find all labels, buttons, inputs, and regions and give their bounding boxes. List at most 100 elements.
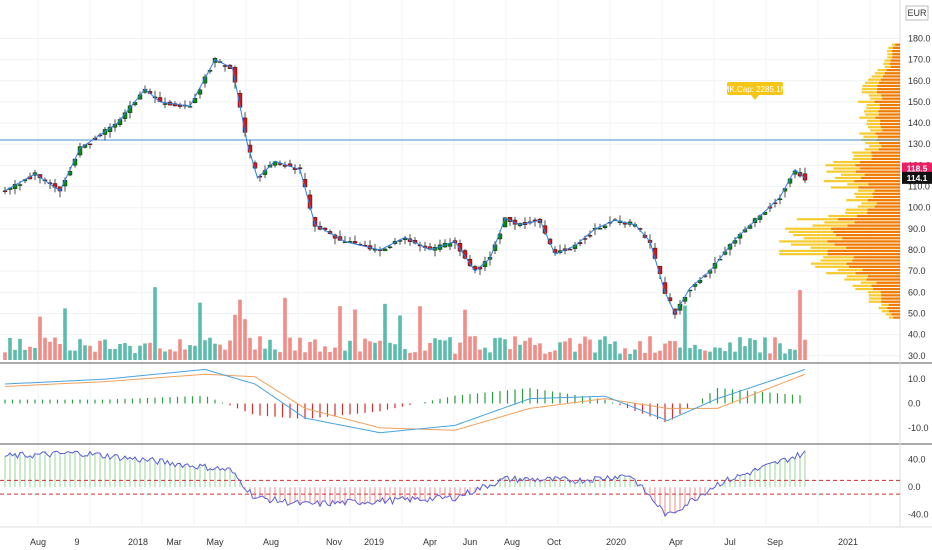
candle-up <box>77 146 83 156</box>
volume-bar <box>673 341 677 360</box>
volume-profile-bar <box>846 262 900 265</box>
candles <box>2 57 808 319</box>
volume-profile-bar <box>881 94 900 97</box>
volume-bar <box>423 350 427 360</box>
oscillator-axis-label: -40.0 <box>908 510 929 520</box>
volume-bar <box>8 337 12 360</box>
volume-bar <box>308 342 312 360</box>
volume-bar <box>748 338 752 360</box>
volume-bar <box>53 337 57 360</box>
volume-profile-bar <box>877 84 900 88</box>
volume-bar <box>93 351 97 360</box>
volume-bar <box>653 352 657 360</box>
volume-bar <box>493 337 497 360</box>
volume-bar <box>763 337 767 360</box>
volume-bar <box>768 353 772 360</box>
volume-bar <box>388 342 392 360</box>
annotation-pointer <box>751 95 759 100</box>
candle-down <box>467 258 473 267</box>
volume-bar <box>773 337 777 360</box>
time-axis-label: 2018 <box>128 537 148 547</box>
volume-profile-bar <box>855 272 900 275</box>
volume-bar <box>508 349 512 360</box>
volume-bar <box>738 337 742 360</box>
time-axis-label: Oct <box>547 537 562 547</box>
macd-histogram <box>4 387 801 423</box>
candle-down <box>552 249 558 253</box>
volume-bar <box>233 314 237 360</box>
price-axis-label: 140.0 <box>908 118 931 128</box>
candle-up <box>207 69 213 72</box>
volume-profile-bar <box>888 303 900 306</box>
volume-bar <box>368 341 372 360</box>
volume-profile-bar <box>887 306 900 310</box>
volume-bar <box>98 340 102 360</box>
volume-bar <box>533 344 537 360</box>
volume-profile-bar <box>892 53 900 56</box>
volume-bar <box>58 344 62 360</box>
volume-profile-bar <box>890 59 900 62</box>
volume-profile-bar <box>855 164 900 167</box>
volume-bar <box>383 303 387 360</box>
volume-profile-bar <box>879 141 900 145</box>
volume-bar <box>203 340 207 360</box>
price-badge <box>902 162 932 175</box>
volume-bar <box>628 353 632 360</box>
volume-bar <box>788 349 792 360</box>
volume-bar <box>268 339 272 360</box>
candle-down <box>462 250 468 259</box>
volume-bar <box>608 344 612 360</box>
candle-up <box>597 228 603 230</box>
candle-down <box>87 143 93 146</box>
volume-bar <box>78 339 82 360</box>
volume-bar <box>783 353 787 360</box>
volume-profile-bar <box>854 180 900 183</box>
volume-bar <box>623 348 627 360</box>
volume-bar <box>708 351 712 360</box>
currency-box[interactable] <box>905 5 929 21</box>
volume-profile-bar <box>868 275 900 278</box>
volume-bar <box>523 340 527 360</box>
volume-bar <box>543 353 547 360</box>
volume-profile-bar <box>881 294 900 297</box>
volume-bar <box>643 352 647 360</box>
volume-bar <box>88 345 92 360</box>
volume-bar <box>688 348 692 360</box>
volume-bar <box>483 347 487 360</box>
volume-profile-bar <box>874 189 900 192</box>
volume-profile-bar <box>827 240 900 243</box>
volume-profile-bar <box>878 135 900 138</box>
volume-profile-bar <box>872 192 900 195</box>
volume-bar <box>403 349 407 360</box>
volume-bar <box>163 351 167 360</box>
price-axis-label: 40.0 <box>908 330 926 340</box>
volume-bar <box>138 345 142 360</box>
volume-profile-bar <box>880 291 900 294</box>
volume-bar <box>438 339 442 360</box>
price-axis-label: 100.0 <box>908 203 931 213</box>
volume-bar <box>278 352 282 360</box>
candle-down <box>662 282 668 294</box>
volume-bar <box>678 347 682 360</box>
volume-profile-bar <box>879 107 900 110</box>
volume-bar <box>778 343 782 360</box>
volume-bar <box>443 340 447 360</box>
volume-profile-bar <box>833 230 900 234</box>
volume-profile-bar <box>857 214 900 218</box>
volume-bar <box>238 299 242 360</box>
volume-bar <box>323 346 327 360</box>
volume-profile-bar <box>852 259 900 262</box>
volume-profile-bar <box>892 46 900 49</box>
volume-bar <box>48 341 52 360</box>
volume-bar <box>318 351 322 360</box>
volume-profile-bar <box>873 287 900 291</box>
volume-profile-bar <box>871 151 900 154</box>
volume-bar <box>753 339 757 360</box>
volume-bar <box>63 308 67 360</box>
price-axis-label: 60.0 <box>908 287 926 297</box>
volume-bar <box>188 345 192 360</box>
volume-bar <box>193 345 197 360</box>
candle-up <box>127 105 133 113</box>
macd-axis-label: -10.0 <box>908 423 929 433</box>
volume-profile-bar <box>861 176 900 180</box>
